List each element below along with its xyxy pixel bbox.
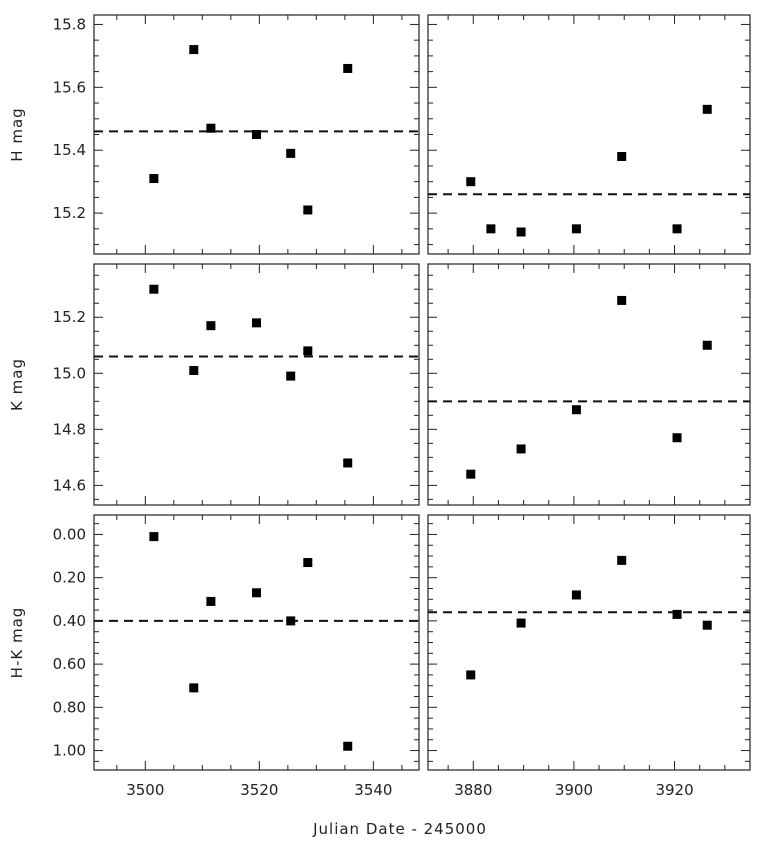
data-point — [149, 174, 159, 184]
y-tick-label: 14.8 — [53, 420, 86, 438]
panel-2 — [427, 14, 751, 255]
data-point — [466, 670, 476, 680]
x-axis-title: Julian Date - 245000 — [312, 820, 487, 838]
panel-frame — [93, 263, 420, 506]
y-tick-label: 14.6 — [53, 476, 86, 494]
panel-frame — [427, 514, 751, 771]
panel-3: 14.6 14.8 15.0 15.2 K mag — [8, 263, 420, 506]
panel-6: 3880 3900 3920 — [427, 514, 751, 799]
x-tick-label: 3880 — [454, 781, 492, 799]
data-point — [343, 458, 353, 468]
data-point — [343, 741, 353, 751]
data-point — [466, 469, 476, 479]
data-point — [252, 130, 261, 139]
data-point — [286, 371, 296, 381]
data-point — [672, 609, 682, 619]
data-point — [617, 555, 627, 565]
data-point — [286, 148, 296, 158]
data-point — [189, 683, 199, 693]
panel-frame — [427, 263, 751, 506]
x-tick-label: 3520 — [240, 781, 278, 799]
panel-5: 3500 3520 3540 0.00 0.20 0.40 0.60 0.80 1.00 H-K … — [8, 514, 420, 799]
x-tick-label: 3920 — [655, 781, 693, 799]
data-point — [286, 616, 296, 626]
data-point — [149, 284, 159, 294]
data-point — [516, 444, 526, 454]
y-tick-label: 15.8 — [53, 15, 86, 33]
data-point — [303, 558, 313, 568]
panel-frame — [427, 14, 751, 255]
data-point — [252, 318, 261, 328]
y-tick-label: 0.00 — [53, 525, 86, 543]
y-tick-label: 15.0 — [53, 364, 86, 382]
panel-1: 15.2 15.4 15.6 15.8 H mag — [8, 14, 420, 255]
data-point — [206, 123, 216, 133]
data-point — [303, 205, 313, 215]
x-tick-label: 3540 — [354, 781, 392, 799]
y-axis-title: H mag — [8, 107, 26, 161]
y-tick-label: 0.40 — [53, 612, 86, 630]
panel-4 — [427, 263, 751, 506]
data-point — [516, 618, 526, 628]
y-tick-label: 15.4 — [53, 141, 86, 159]
y-tick-label: 0.20 — [53, 569, 86, 587]
data-point — [149, 532, 159, 542]
y-axis-title: K mag — [8, 358, 26, 411]
data-point — [189, 365, 199, 375]
data-point — [702, 104, 712, 114]
data-point — [617, 152, 627, 162]
data-point — [516, 227, 526, 237]
y-tick-label: 15.2 — [53, 308, 86, 326]
y-tick-label: 0.60 — [53, 655, 86, 673]
y-axis-title: H-K mag — [8, 607, 26, 679]
x-tick-label: 3500 — [126, 781, 164, 799]
data-point — [672, 224, 682, 234]
y-tick-label: 0.80 — [53, 698, 86, 716]
data-point — [672, 433, 682, 443]
data-point — [702, 340, 712, 350]
data-point — [206, 596, 216, 606]
data-point — [343, 63, 353, 73]
data-point — [189, 45, 199, 55]
data-point — [303, 346, 313, 356]
x-tick-label: 3900 — [555, 781, 593, 799]
data-point — [206, 321, 216, 331]
data-point — [486, 224, 496, 234]
y-tick-label: 15.2 — [53, 204, 86, 222]
data-point — [571, 405, 581, 415]
y-tick-label: 1.00 — [53, 742, 86, 760]
data-point — [617, 295, 627, 305]
data-point — [571, 224, 581, 234]
y-tick-label: 15.6 — [53, 78, 86, 96]
data-point — [571, 590, 581, 600]
data-point — [702, 620, 712, 630]
panels-group: 15.2 15.4 15.6 15.8 H mag 14.6 14.8 15.0 15.2 K m… — [8, 14, 751, 799]
data-point — [466, 177, 476, 187]
data-point — [252, 588, 261, 598]
panel-frame — [93, 514, 420, 771]
